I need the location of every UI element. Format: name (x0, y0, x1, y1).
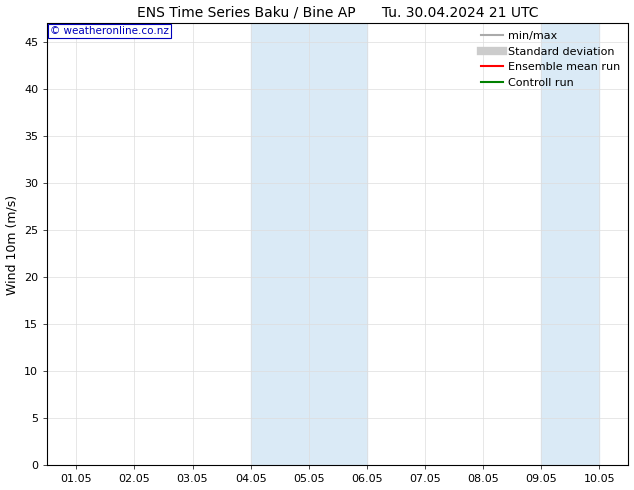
Y-axis label: Wind 10m (m/s): Wind 10m (m/s) (6, 195, 18, 294)
Title: ENS Time Series Baku / Bine AP      Tu. 30.04.2024 21 UTC: ENS Time Series Baku / Bine AP Tu. 30.04… (137, 5, 539, 20)
Text: © weatheronline.co.nz: © weatheronline.co.nz (50, 25, 169, 36)
Legend: min/max, Standard deviation, Ensemble mean run, Controll run: min/max, Standard deviation, Ensemble me… (476, 27, 625, 93)
Bar (541, 24, 599, 465)
Bar (250, 24, 367, 465)
